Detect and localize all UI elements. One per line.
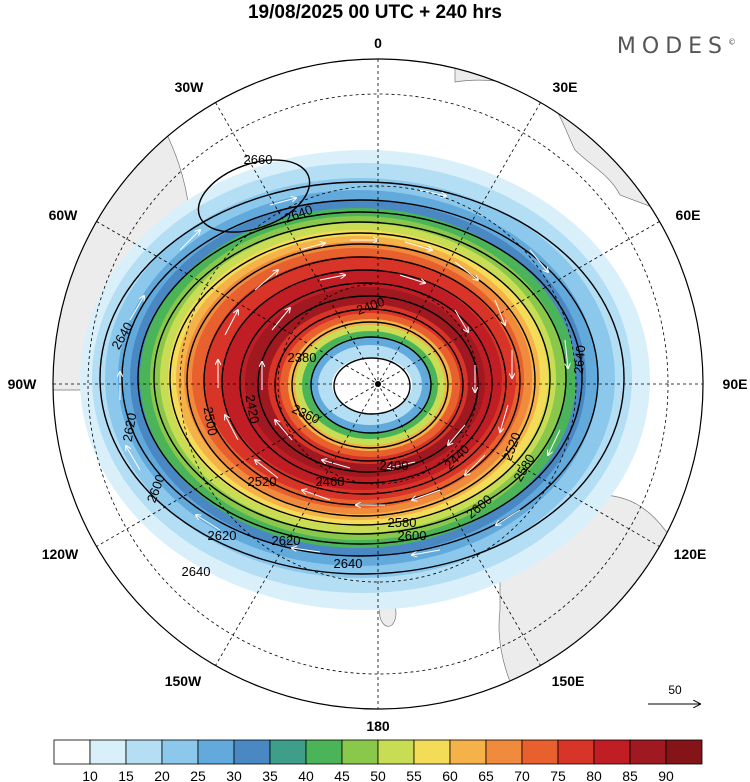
contour-label: 2640 [182,564,211,579]
contour-label: 2400 [380,458,409,473]
colorbar-swatch [161,739,199,765]
contour-label: 2500 [201,406,221,437]
wind-vectors [120,189,568,555]
colorbar-tick-label: 10 [82,768,98,782]
colorbar-swatch [485,739,523,765]
modes-logo: MODES© [617,34,736,59]
colorbar-tick-label: 75 [550,768,566,782]
colorbar-tick-label: 60 [442,768,458,782]
colorbar-swatch [269,739,307,765]
lon-label-90e: 90E [723,376,748,392]
lon-label-0: 0 [374,35,382,51]
lon-label-60e: 60E [676,207,701,223]
contour-label: 2460 [316,474,345,489]
contour-label: 2580 [388,515,417,530]
colorbar-swatch [305,739,343,765]
lon-label-30e: 30E [553,79,578,95]
contour-label: 2620 [272,533,301,548]
colorbar-swatch [233,739,271,765]
lon-label-120e: 120E [674,546,707,562]
wind-speed-shading [80,150,650,610]
pole-marker [375,381,381,387]
lon-label-150w: 150W [165,673,202,689]
contour-label: 2420 [243,394,263,425]
colorbar-tick-label: 90 [658,768,674,782]
colorbar-tick-label: 15 [118,768,134,782]
colorbar-tick-label: 80 [586,768,602,782]
colorbar-swatch [593,739,631,765]
colorbar-swatch [125,739,163,765]
colorbar-tick-label: 45 [334,768,350,782]
contour-label: 2600 [398,528,427,543]
colorbar-swatch [341,739,379,765]
colorbar-tick-label: 30 [226,768,242,782]
lon-label-30w: 30W [175,79,205,95]
colorbar-tick-label: 50 [370,768,386,782]
logo-text: MODES [616,34,728,59]
lon-label-90w: 90W [8,376,38,392]
contour-labels: 2660 2640 2640 2640 2640 2640 2620 2620 … [108,152,588,579]
contour-label: 2640 [334,556,363,571]
contour-label: 2380 [288,350,317,365]
colorbar-swatch [557,739,595,765]
colorbar-swatch [53,739,91,765]
colorbar-swatch [377,739,415,765]
map-border [52,58,704,710]
colorbar-tick-label: 85 [622,768,638,782]
contour-label: 2660 [244,152,273,167]
colorbar-tick-label: 70 [514,768,530,782]
colorbar-tick-label: 65 [478,768,494,782]
colorbar-swatch [665,739,703,765]
lon-label-150e: 150E [552,673,585,689]
colorbar: 10 15 20 25 30 35 40 45 50 55 60 65 70 75 80 85 90 [53,739,703,782]
colorbar-tick-label: 40 [298,768,314,782]
colorbar-tick-label: 20 [154,768,170,782]
contour-label: 2520 [248,474,277,489]
lon-label-60w: 60W [49,207,79,223]
colorbar-tick-label: 55 [406,768,422,782]
reference-vector-label: 50 [668,683,682,697]
colorbar-tick-label: 35 [262,768,278,782]
longitude-labels: 0 30E 60E 90E 120E 150E 180 150W 120W 90… [8,35,748,734]
colorbar-tick-label: 25 [190,768,206,782]
map-title: 19/08/2025 00 UTC + 240 hrs [247,2,503,23]
contour-label: 2620 [208,528,237,543]
colorbar-swatch [521,739,559,765]
colorbar-swatch [629,739,667,765]
contour-label: 2640 [571,345,588,375]
colorbar-swatch [197,739,235,765]
logo-mark: © [728,37,736,47]
reference-vector: 50 [648,683,700,704]
lon-label-120w: 120W [42,546,79,562]
lon-label-180: 180 [366,718,390,734]
colorbar-swatch [89,739,127,765]
colorbar-swatch [413,739,451,765]
contour-label: 2620 [120,412,140,443]
colorbar-swatch [449,739,487,765]
